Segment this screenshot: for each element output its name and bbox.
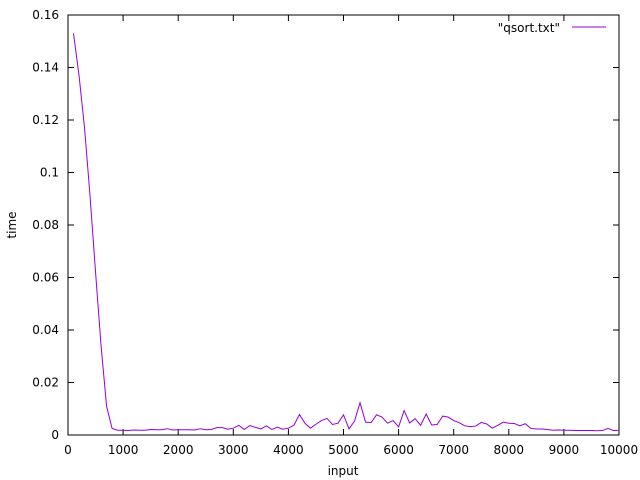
y-tick-label: 0 — [51, 428, 59, 442]
y-axis: 0 0.02 0.04 0.06 0.08 0.1 0.12 0.14 0.16 — [32, 8, 619, 442]
x-tick-label: 6000 — [383, 443, 414, 457]
plot-frame — [67, 14, 620, 436]
x-tick-label: 10000 — [600, 443, 638, 457]
x-tick-label: 9000 — [549, 443, 580, 457]
legend: "qsort.txt" — [498, 21, 606, 35]
y-tick-label: 0.1 — [40, 166, 59, 180]
legend-entry-label: "qsort.txt" — [498, 21, 560, 35]
x-tick-label: 2000 — [163, 443, 194, 457]
x-axis: 0 1000 2000 3000 4000 5000 6000 7000 8000 9000 100… — [64, 15, 638, 457]
y-tick-label: 0.16 — [32, 8, 59, 22]
x-tick-label: 4000 — [273, 443, 304, 457]
x-tick-label: 5000 — [328, 443, 359, 457]
x-tick-label: 8000 — [494, 443, 525, 457]
y-tick-label: 0.04 — [32, 323, 59, 337]
y-tick-label: 0.14 — [32, 61, 59, 75]
x-tick-label: 7000 — [438, 443, 469, 457]
y-tick-label: 0.08 — [32, 218, 59, 232]
series-layer — [73, 33, 620, 432]
x-tick-label: 0 — [64, 443, 72, 457]
y-tick-label: 0.12 — [32, 113, 59, 127]
series-line — [73, 33, 620, 432]
x-tick-label: 3000 — [218, 443, 249, 457]
y-axis-label: time — [5, 211, 19, 238]
x-tick-label: 1000 — [108, 443, 139, 457]
y-tick-label: 0.06 — [32, 271, 59, 285]
y-tick-label: 0.02 — [32, 376, 59, 390]
x-axis-label: input — [328, 464, 359, 478]
